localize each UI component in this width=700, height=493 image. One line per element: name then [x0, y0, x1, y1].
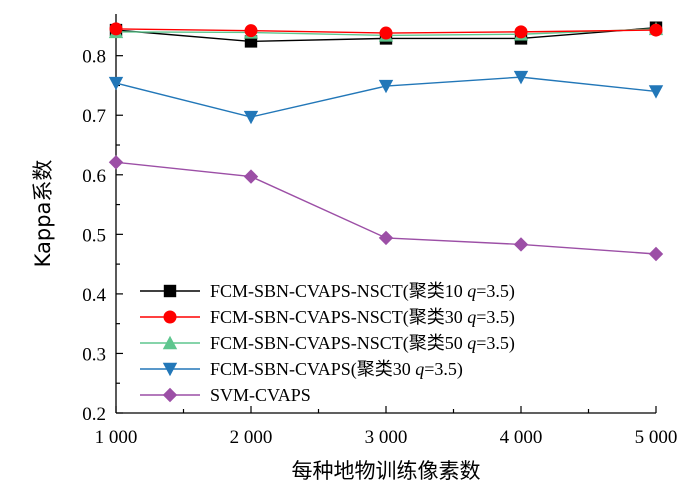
legend-label-suffix: =3.5)	[476, 333, 515, 354]
x-tick-label: 4 000	[500, 427, 543, 448]
chart-legend: FCM-SBN-CVAPS-NSCT(聚类10 q=3.5)FCM-SBN-CV…	[140, 281, 515, 405]
data-point	[648, 246, 664, 262]
legend-entry: FCM-SBN-CVAPS-NSCT(聚类10 q=3.5)	[140, 281, 515, 302]
legend-marker	[162, 387, 178, 403]
legend-label-main: FCM-SBN-CVAPS(聚类30	[210, 359, 415, 380]
y-tick-label: 0.8	[82, 47, 106, 68]
data-point	[649, 23, 663, 37]
legend-marker	[162, 335, 178, 350]
legend-label: FCM-SBN-CVAPS(聚类30 q=3.5)	[210, 359, 463, 380]
legend-label: SVM-CVAPS	[210, 385, 311, 405]
legend-label: FCM-SBN-CVAPS-NSCT(聚类50 q=3.5)	[210, 333, 515, 354]
data-point	[108, 76, 124, 91]
legend-label-main: FCM-SBN-CVAPS-NSCT(聚类10	[210, 281, 467, 302]
legend-entry: FCM-SBN-CVAPS(聚类30 q=3.5)	[140, 359, 463, 380]
series-4	[108, 70, 664, 125]
y-tick-label: 0.6	[82, 166, 106, 187]
chart-axes: 0.2 0.3 0.4 0.5 0.6 0.7 0.8 1 000 2 000 3 000 4 00…	[82, 14, 677, 448]
legend-label-q: q	[467, 307, 476, 327]
legend-marker	[162, 362, 178, 377]
y-tick-label: 0.3	[82, 344, 106, 365]
data-point	[378, 79, 394, 94]
data-point	[379, 26, 393, 40]
x-tick-label: 2 000	[230, 427, 273, 448]
data-point	[243, 110, 259, 125]
legend-entry: FCM-SBN-CVAPS-NSCT(聚类50 q=3.5)	[140, 333, 515, 354]
legend-marker	[163, 310, 177, 324]
x-tick-label: 1 000	[95, 427, 138, 448]
y-tick-label: 0.2	[82, 404, 106, 425]
series-5	[108, 155, 664, 262]
data-point	[648, 85, 664, 99]
data-point	[244, 24, 258, 38]
data-point	[513, 237, 529, 252]
chart-marks	[108, 21, 664, 262]
y-tick-label: 0.5	[82, 225, 106, 246]
data-point	[378, 230, 394, 246]
data-point	[109, 22, 123, 36]
legend-label-main: FCM-SBN-CVAPS-NSCT(聚类30	[210, 307, 467, 328]
legend-label-suffix: =3.5)	[424, 359, 463, 380]
legend-label: FCM-SBN-CVAPS-NSCT(聚类10 q=3.5)	[210, 281, 515, 302]
y-axis-title: Kappa系数	[31, 160, 55, 268]
legend-marker	[163, 284, 177, 298]
x-tick-label: 3 000	[365, 427, 408, 448]
legend-label-main: FCM-SBN-CVAPS-NSCT(聚类50	[210, 333, 467, 354]
y-tick-label: 0.7	[82, 106, 106, 127]
legend-label-q: q	[415, 359, 424, 379]
legend-entry: FCM-SBN-CVAPS-NSCT(聚类30 q=3.5)	[140, 307, 515, 328]
x-axis-title: 每种地物训练像素数	[292, 459, 481, 483]
x-tick-label: 5 000	[635, 427, 678, 448]
legend-label-q: q	[467, 281, 476, 301]
legend-label-q: q	[467, 333, 476, 353]
legend-entry: SVM-CVAPS	[140, 385, 311, 405]
y-tick-label: 0.4	[82, 285, 106, 306]
data-point	[243, 169, 259, 184]
legend-label: FCM-SBN-CVAPS-NSCT(聚类30 q=3.5)	[210, 307, 515, 328]
data-point	[108, 155, 124, 170]
legend-label-suffix: =3.5)	[476, 307, 515, 328]
data-point	[513, 70, 529, 85]
legend-label-suffix: =3.5)	[476, 281, 515, 302]
series-2	[109, 22, 663, 40]
legend-label-main: SVM-CVAPS	[210, 385, 311, 405]
data-point	[514, 25, 528, 39]
